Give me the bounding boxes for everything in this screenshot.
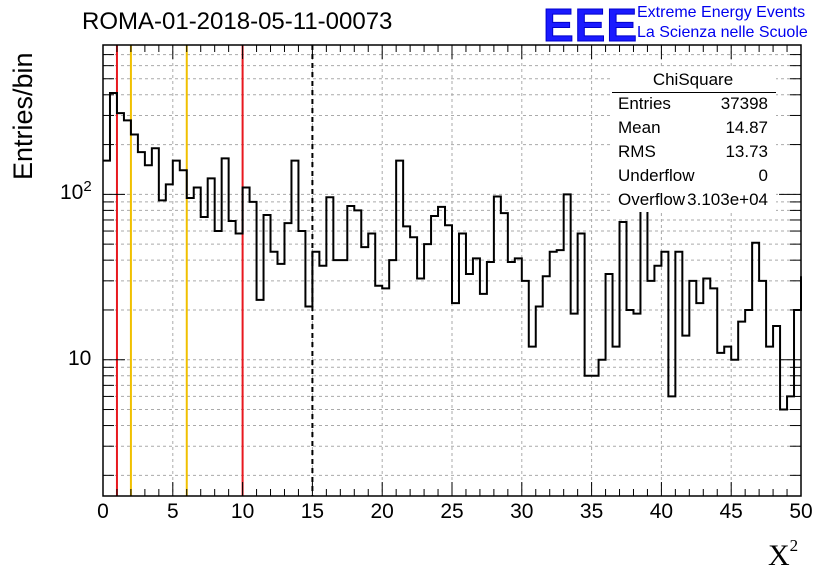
stats-value: 14.87 xyxy=(725,118,768,137)
y-axis-label: Entries/bin xyxy=(8,52,38,180)
stats-row-entries: Entries 37398 xyxy=(618,94,768,114)
x-axis-label: X2 xyxy=(768,536,798,573)
stats-value: 37398 xyxy=(720,94,768,113)
y-tick-label: 10 xyxy=(68,346,92,370)
stats-label: Underflow xyxy=(618,166,695,185)
stats-value: 13.73 xyxy=(725,142,768,161)
histogram-series xyxy=(103,92,802,411)
stats-value: 0 xyxy=(758,166,768,185)
logo-line-1: Extreme Energy Events xyxy=(637,4,806,21)
x-tick-label: 40 xyxy=(649,500,674,523)
x-tick-label: 0 xyxy=(97,500,109,523)
x-tick-label: 30 xyxy=(510,500,534,523)
x-tick-label: 50 xyxy=(789,500,813,523)
stats-label: Overflow xyxy=(618,190,686,209)
stats-row-underflow: Underflow 0 xyxy=(618,166,768,186)
x-axis-label-sup: 2 xyxy=(789,536,799,555)
x-tick-label: 20 xyxy=(370,500,394,523)
x-tick-label: 25 xyxy=(440,500,464,523)
stats-divider xyxy=(612,92,776,93)
logo-line-2: La Scienza nelle Scuole xyxy=(637,24,808,41)
stats-box: ChiSquare Entries 37398 Mean 14.87 RMS 1… xyxy=(610,68,776,212)
eee-logo: EEE xyxy=(542,0,639,51)
stats-row-overflow: Overflow 3.103e+04 xyxy=(618,190,768,210)
stats-label: Mean xyxy=(618,118,661,137)
page-title: ROMA-01-2018-05-11-00073 xyxy=(82,8,393,35)
x-tick-label: 35 xyxy=(579,500,604,523)
stats-title: ChiSquare xyxy=(652,70,734,89)
stats-label: RMS xyxy=(618,142,656,161)
marker-lines xyxy=(115,45,314,496)
plot-frame xyxy=(102,44,802,497)
x-tick-label: 15 xyxy=(300,500,325,523)
x-tick-label: 45 xyxy=(719,500,743,523)
x-tick-label: 5 xyxy=(166,500,179,523)
x-tick-label: 10 xyxy=(230,500,255,523)
stats-value: 3.103e+04 xyxy=(687,190,768,209)
stats-label: Entries xyxy=(618,94,671,113)
stats-row-mean: Mean 14.87 xyxy=(618,118,768,138)
y-tick-label: 102 xyxy=(60,178,92,205)
stats-row-rms: RMS 13.73 xyxy=(618,142,768,162)
x-axis-label-base: X xyxy=(768,539,790,572)
